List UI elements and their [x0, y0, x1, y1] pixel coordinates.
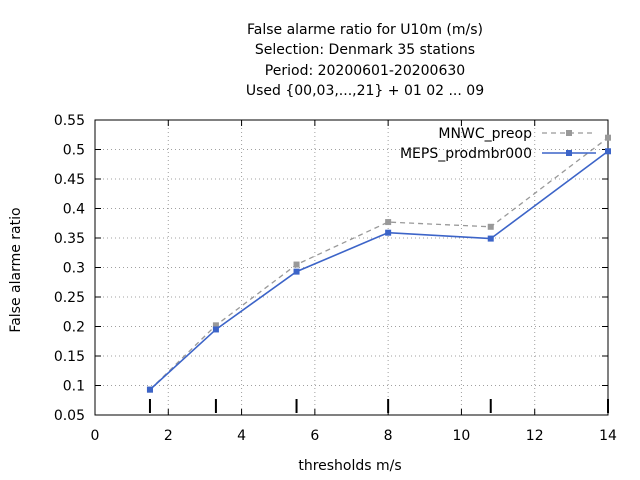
legend-marker [566, 150, 572, 156]
x-tick-label: 2 [164, 428, 173, 444]
y-tick-label: 0.45 [54, 172, 85, 188]
legend-marker [566, 130, 572, 136]
y-tick-label: 0.4 [63, 202, 85, 218]
series-line [149, 137, 609, 391]
y-tick-label: 0.1 [63, 379, 85, 395]
legend-label: MEPS_prodmbr000 [400, 146, 532, 162]
x-tick-label: 12 [526, 428, 544, 444]
y-tick-label: 0.3 [63, 261, 85, 277]
y-tick-label: 0.55 [54, 113, 85, 129]
legend-label: MNWC_preop [438, 126, 532, 142]
series-layer [146, 134, 611, 393]
x-tick-label: 14 [599, 428, 617, 444]
y-tick-label: 0.05 [54, 408, 85, 424]
series-point [487, 235, 494, 242]
title-line-2: Selection: Denmark 35 stations [255, 42, 475, 58]
series-point [487, 223, 494, 230]
y-tick-label: 0.25 [54, 290, 85, 306]
y-tick-label: 0.5 [63, 143, 85, 159]
series-point [212, 322, 219, 329]
x-tick-label: 10 [453, 428, 471, 444]
series-point [385, 229, 392, 236]
series-2 [146, 148, 611, 393]
title-line-1: False alarme ratio for U10m (m/s) [247, 22, 483, 38]
x-tick-label: 0 [91, 428, 100, 444]
grid [95, 120, 608, 415]
series-point [385, 219, 392, 226]
series-line [149, 150, 609, 391]
axes: 0.05 0.1 0.15 0.2 0.25 0.3 0.35 0.4 0.45 0.5 0.55 0… [54, 113, 617, 444]
series-point [293, 268, 300, 275]
x-tick-label: 6 [310, 428, 319, 444]
x-axis-label: thresholds m/s [298, 458, 401, 474]
threshold-markers [148, 399, 609, 413]
series-point [146, 386, 153, 393]
y-tick-label: 0.35 [54, 231, 85, 247]
series-point [293, 261, 300, 268]
series-point [605, 134, 611, 141]
y-axis-label: False alarme ratio [8, 207, 24, 332]
chart-title: False alarme ratio for U10m (m/s) Select… [246, 22, 484, 99]
y-tick-label: 0.2 [63, 320, 85, 336]
legend: MNWC_preop MEPS_prodmbr000 [400, 126, 596, 162]
y-tick-label: 0.15 [54, 349, 85, 365]
title-line-4: Used {00,03,...,21} + 01 02 ... 09 [246, 83, 484, 99]
series-point [605, 148, 611, 155]
x-tick-label: 4 [237, 428, 246, 444]
series-point [212, 326, 219, 333]
x-tick-label: 8 [384, 428, 393, 444]
title-line-3: Period: 20200601-20200630 [265, 63, 465, 79]
series-1 [146, 134, 611, 393]
